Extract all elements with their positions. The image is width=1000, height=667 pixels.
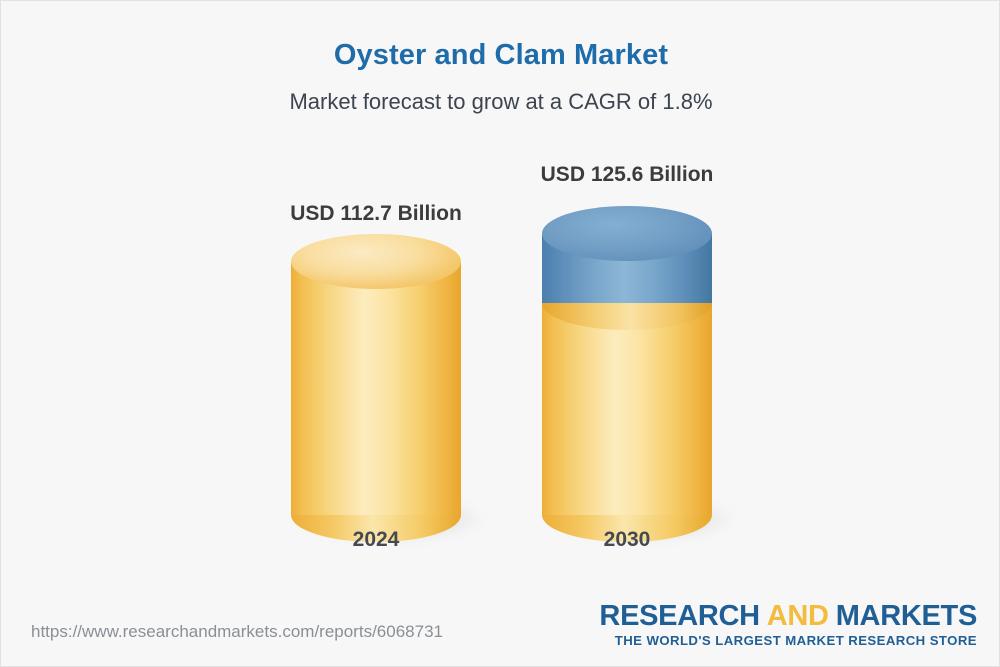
bar-group-2030: USD 125.6 Billion 2030 (541, 163, 735, 551)
logo-word-and: AND (766, 600, 829, 632)
cylinder-2024 (291, 234, 484, 542)
logo-word-markets: MARKETS (835, 600, 978, 632)
bar-category-label-2030: 2030 (603, 528, 651, 551)
bar-category-label-2024: 2024 (352, 528, 400, 551)
cylinder-side-base (542, 303, 712, 515)
logo-tagline: THE WORLD'S LARGEST MARKET RESEARCH STOR… (614, 633, 977, 649)
cylinder-side-base (291, 262, 461, 515)
chart-title: Oyster and Clam Market (333, 39, 669, 71)
bar-value-label-2030: USD 125.6 Billion (540, 163, 714, 186)
logo-word-research: RESEARCH (599, 600, 760, 632)
research-and-markets-logo[interactable]: RESEARCH AND MARKETS THE WORLD'S LARGEST M… (599, 601, 977, 649)
cylinder-2030 (542, 206, 735, 542)
cylinder-top-cap (291, 234, 461, 289)
chart-subtitle: Market forecast to grow at a CAGR of 1.8… (289, 89, 713, 114)
cylinder-top-cap (542, 206, 712, 261)
bar-group-2024: USD 112.7 Billion 2024 (290, 202, 484, 551)
bar-value-label-2024: USD 112.7 Billion (290, 202, 462, 225)
source-url[interactable]: https://www.researchandmarkets.com/repor… (31, 622, 443, 641)
logo-wordmark: RESEARCH AND MARKETS (599, 601, 977, 631)
